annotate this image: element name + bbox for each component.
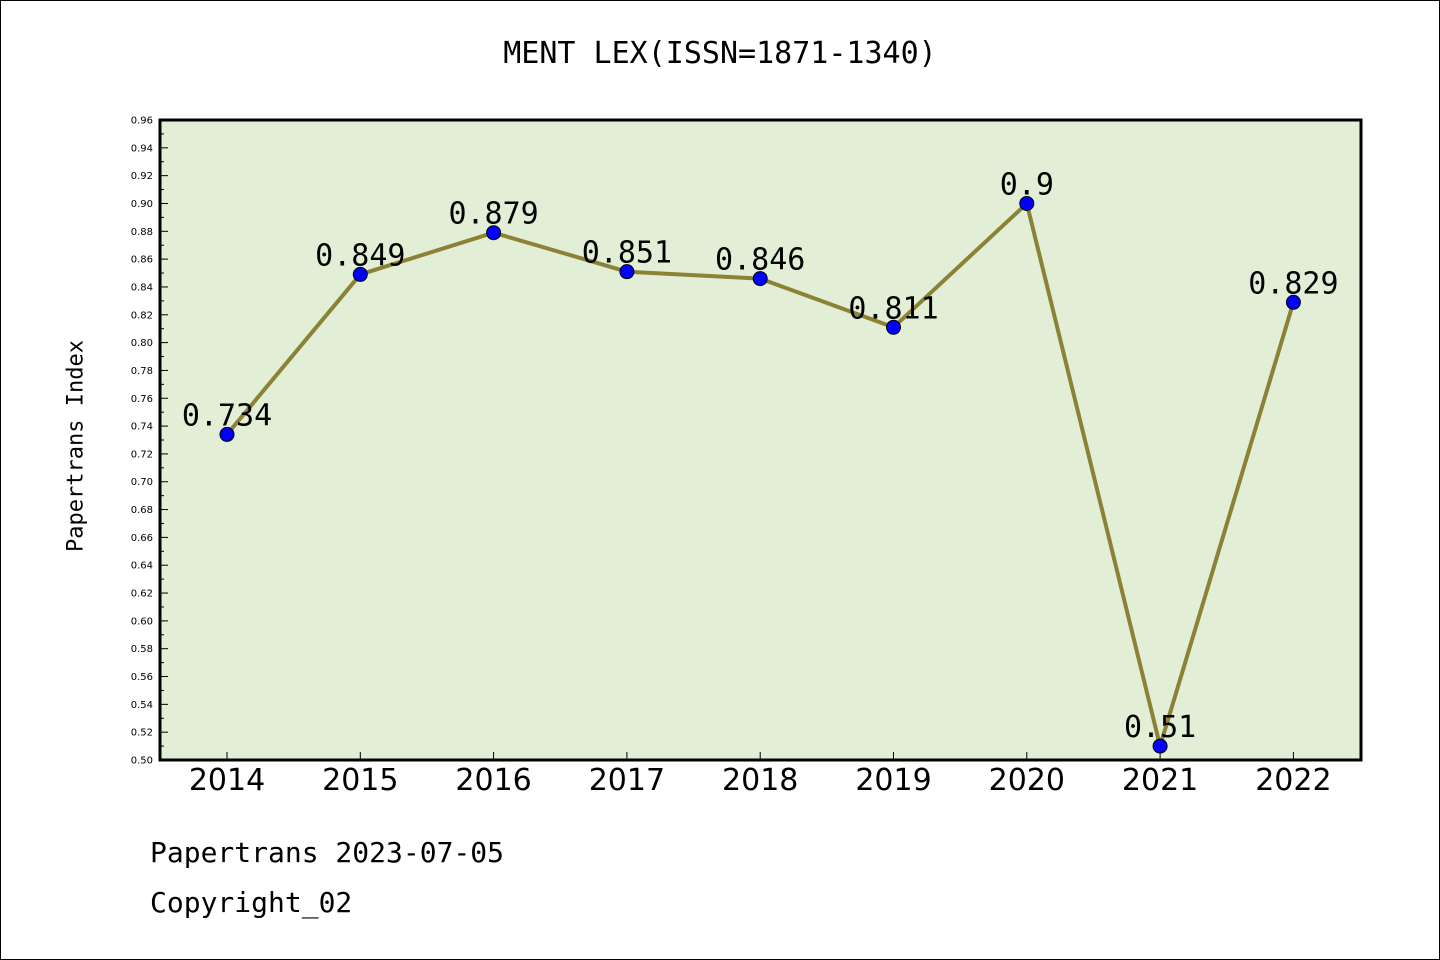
x-tick-label: 2014 (189, 763, 265, 798)
plot-border (158, 118, 1363, 762)
data-point (352, 266, 368, 282)
y-tick-label: 0.56 (131, 672, 153, 683)
x-tick-label: 2015 (322, 763, 398, 798)
data-point (752, 271, 768, 287)
y-tick-label: 0.82 (131, 310, 153, 321)
data-label: 0.734 (182, 398, 272, 433)
series-line-segment (358, 230, 496, 277)
data-point (486, 225, 502, 241)
y-tick-label: 0.92 (131, 171, 153, 182)
y-tick-label: 0.78 (131, 366, 153, 377)
data-point (1152, 738, 1168, 754)
y-tick-label: 0.52 (131, 728, 153, 739)
x-tick-label: 2021 (1122, 763, 1198, 798)
y-tick-label: 0.90 (131, 199, 153, 210)
y-tick-label: 0.86 (131, 255, 153, 266)
series-line-segment (758, 276, 896, 330)
chart-title: MENT LEX(ISSN=1871-1340) (503, 36, 937, 71)
data-point (219, 426, 235, 442)
y-tick-label: 0.50 (131, 756, 153, 767)
y-tick-label: 0.74 (131, 422, 153, 433)
x-tick-label: 2016 (455, 763, 531, 798)
data-point (1019, 195, 1035, 211)
y-tick-label: 0.58 (131, 644, 153, 655)
y-tick-label: 0.60 (131, 616, 153, 627)
data-label: 0.846 (715, 243, 805, 278)
x-tick-label: 2019 (855, 763, 931, 798)
data-label: 0.851 (582, 236, 672, 271)
series-line-segment (491, 230, 629, 274)
y-tick-label: 0.84 (131, 282, 153, 293)
data-point (619, 264, 635, 280)
data-label: 0.9 (1000, 167, 1054, 202)
y-tick-label: 0.88 (131, 227, 153, 238)
y-tick-label: 0.62 (131, 589, 153, 600)
data-label: 0.51 (1124, 710, 1196, 745)
data-point (886, 319, 901, 335)
series-line-segment (225, 272, 363, 437)
x-tick-label: 2022 (1255, 763, 1331, 798)
series-line-segment (1158, 300, 1296, 749)
series-line-segment (624, 269, 763, 281)
series-line-segment (1024, 201, 1163, 749)
data-label: 0.811 (848, 291, 938, 326)
footer-date: Papertrans 2023-07-05 (150, 836, 505, 869)
y-tick-label: 0.94 (131, 143, 153, 154)
data-label: 0.879 (448, 197, 538, 232)
x-tick-label: 2017 (589, 763, 665, 798)
data-label: 0.849 (315, 238, 405, 273)
y-tick-label: 0.66 (131, 533, 153, 544)
y-tick-label: 0.80 (131, 338, 153, 349)
y-tick-label: 0.64 (131, 561, 153, 572)
data-point (1285, 294, 1301, 310)
y-tick-label: 0.76 (131, 394, 153, 405)
y-tick-label: 0.96 (131, 116, 153, 127)
footer-copyright: Copyright_02 (150, 886, 353, 919)
series-line-segment (891, 201, 1029, 330)
x-tick-label: 2018 (722, 763, 798, 798)
data-label: 0.829 (1248, 266, 1338, 301)
y-tick-label: 0.72 (131, 449, 153, 460)
y-tick-label: 0.68 (131, 505, 153, 516)
plot-area (160, 120, 1361, 760)
x-tick-label: 2020 (989, 763, 1065, 798)
y-tick-label: 0.54 (131, 700, 153, 711)
y-tick-label: 0.70 (131, 477, 153, 488)
